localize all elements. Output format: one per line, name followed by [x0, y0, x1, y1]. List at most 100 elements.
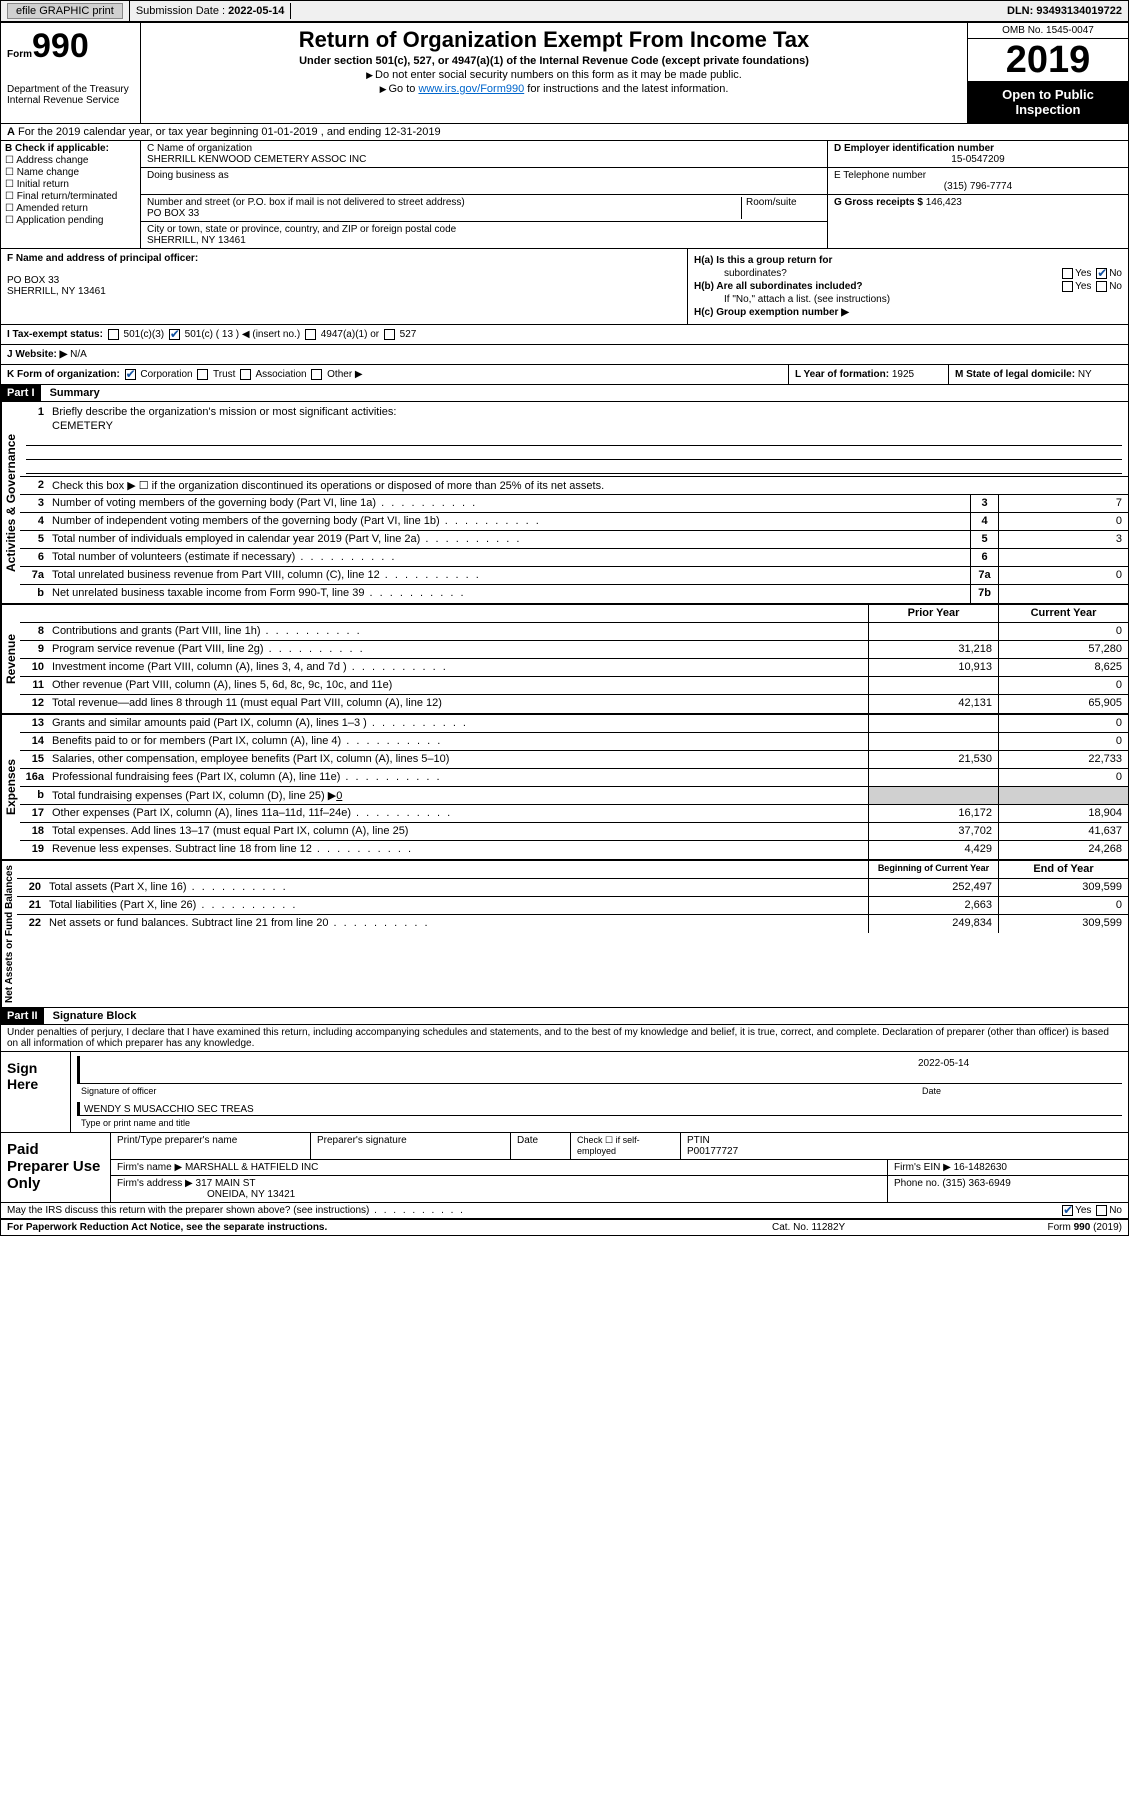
sign-here-label: Sign Here: [1, 1052, 71, 1132]
note-goto-post: for instructions and the latest informat…: [524, 83, 728, 95]
chk-final-return[interactable]: ☐ Final return/terminated: [5, 191, 136, 202]
line8-prior: [868, 623, 998, 640]
officer-name: WENDY S MUSACCHIO SEC TREAS: [84, 1104, 918, 1115]
expenses-label: Expenses: [1, 715, 20, 859]
line9-prior: 31,218: [868, 641, 998, 658]
row-a-tax-year: A For the 2019 calendar year, or tax yea…: [1, 124, 1128, 141]
discuss-no[interactable]: [1096, 1205, 1107, 1216]
line3-val: 7: [998, 495, 1128, 512]
paid-preparer-label: Paid Preparer Use Only: [1, 1133, 111, 1202]
hb-no[interactable]: [1096, 281, 1107, 292]
expenses-section: Expenses 13Grants and similar amounts pa…: [1, 715, 1128, 861]
year-formation: 1925: [892, 369, 914, 380]
hc-label: H(c) Group exemption number ▶: [694, 307, 849, 318]
section-k-l-m: K Form of organization: Corporation Trus…: [1, 365, 1128, 385]
firm-phone-label: Phone no.: [894, 1178, 940, 1189]
line16b-text: Total fundraising expenses (Part IX, col…: [52, 790, 336, 802]
line21-prior: 2,663: [868, 897, 998, 914]
beg-year-hdr: Beginning of Current Year: [868, 861, 998, 878]
chk-other[interactable]: [311, 369, 322, 380]
sign-date: 2022-05-14: [918, 1058, 1118, 1083]
officer-addr1: PO BOX 33: [7, 275, 681, 286]
part2-label: Part II: [1, 1008, 44, 1024]
dln-label: DLN:: [1007, 5, 1033, 17]
part1-header: Part I Summary: [1, 385, 1128, 402]
part2-title: Signature Block: [47, 1008, 143, 1024]
line22-text: Net assets or fund balances. Subtract li…: [45, 915, 868, 933]
chk-4947[interactable]: [305, 329, 316, 340]
governance-section: Activities & Governance 1Briefly describ…: [1, 402, 1128, 605]
line11-curr: 0: [998, 677, 1128, 694]
line17-prior: 16,172: [868, 805, 998, 822]
cat-no: Cat. No. 11282Y: [772, 1222, 972, 1233]
line5-val: 3: [998, 531, 1128, 548]
row-a-text: For the 2019 calendar year, or tax year …: [18, 126, 441, 138]
org-name: SHERRILL KENWOOD CEMETERY ASSOC INC: [147, 154, 366, 165]
firm-phone: (315) 363-6949: [942, 1178, 1010, 1189]
line12-curr: 65,905: [998, 695, 1128, 713]
chk-name-change[interactable]: ☐ Name change: [5, 167, 136, 178]
line16a-curr: 0: [998, 769, 1128, 786]
ha-yes[interactable]: [1062, 268, 1073, 279]
line20-text: Total assets (Part X, line 16): [45, 879, 868, 896]
line10-text: Investment income (Part VIII, column (A)…: [48, 659, 868, 676]
part2-header: Part II Signature Block: [1, 1008, 1128, 1025]
chk-app-pending[interactable]: ☐ Application pending: [5, 215, 136, 226]
e-label: E Telephone number: [834, 170, 926, 181]
line19-text: Revenue less expenses. Subtract line 18 …: [48, 841, 868, 859]
gross-receipts: 146,423: [926, 197, 962, 208]
hb-note: If "No," attach a list. (see instruction…: [694, 294, 1122, 305]
chk-amended[interactable]: ☐ Amended return: [5, 203, 136, 214]
line9-curr: 57,280: [998, 641, 1128, 658]
chk-trust[interactable]: [197, 369, 208, 380]
submission-date: 2022-05-14: [228, 5, 284, 17]
prep-date-label: Date: [511, 1133, 571, 1159]
dept-irs: Internal Revenue Service: [7, 95, 134, 106]
line16a-prior: [868, 769, 998, 786]
line7a-val: 0: [998, 567, 1128, 584]
ptin: P00177727: [687, 1146, 738, 1157]
sig-officer-label: Signature of officer: [77, 1086, 922, 1096]
chk-501c[interactable]: [169, 329, 180, 340]
chk-address-change[interactable]: ☐ Address change: [5, 155, 136, 166]
form-title: Return of Organization Exempt From Incom…: [147, 27, 961, 53]
line6-text: Total number of volunteers (estimate if …: [48, 549, 970, 566]
chk-corp[interactable]: [125, 369, 136, 380]
paid-preparer-section: Paid Preparer Use Only Print/Type prepar…: [1, 1133, 1128, 1203]
section-b-thru-g: B Check if applicable: ☐ Address change …: [1, 141, 1128, 249]
line13-curr: 0: [998, 715, 1128, 732]
ha-label: H(a) Is this a group return for: [694, 255, 832, 266]
line11-prior: [868, 677, 998, 694]
discuss-yes[interactable]: [1062, 1205, 1073, 1216]
chk-501c3[interactable]: [108, 329, 119, 340]
line14-text: Benefits paid to or for members (Part IX…: [48, 733, 868, 750]
ha-sub: subordinates?: [724, 268, 787, 279]
line14-curr: 0: [998, 733, 1128, 750]
paperwork-notice: For Paperwork Reduction Act Notice, see …: [7, 1222, 772, 1233]
line14-prior: [868, 733, 998, 750]
chk-527[interactable]: [384, 329, 395, 340]
line17-text: Other expenses (Part IX, column (A), lin…: [48, 805, 868, 822]
line6-val: [998, 549, 1128, 566]
line5-text: Total number of individuals employed in …: [48, 531, 970, 548]
line7b-val: [998, 585, 1128, 603]
line16b-val: 0: [336, 790, 342, 802]
chk-assoc[interactable]: [240, 369, 251, 380]
discuss-row: May the IRS discuss this return with the…: [1, 1203, 1128, 1220]
chk-initial-return[interactable]: ☐ Initial return: [5, 179, 136, 190]
line16a-text: Professional fundraising fees (Part IX, …: [48, 769, 868, 786]
hb-yes[interactable]: [1062, 281, 1073, 292]
line12-text: Total revenue—add lines 8 through 11 (mu…: [48, 695, 868, 713]
efile-print-button[interactable]: efile GRAPHIC print: [7, 3, 123, 19]
form990-link[interactable]: www.irs.gov/Form990: [418, 83, 524, 95]
line12-prior: 42,131: [868, 695, 998, 713]
line3-text: Number of voting members of the governin…: [48, 495, 970, 512]
line10-curr: 8,625: [998, 659, 1128, 676]
k-label: K Form of organization:: [7, 369, 120, 380]
form-label-990: 990: [32, 27, 89, 65]
section-i: I Tax-exempt status: 501(c)(3) 501(c) ( …: [1, 325, 1128, 345]
line20-curr: 309,599: [998, 879, 1128, 896]
line10-prior: 10,913: [868, 659, 998, 676]
ha-no[interactable]: [1096, 268, 1107, 279]
line4-text: Number of independent voting members of …: [48, 513, 970, 530]
